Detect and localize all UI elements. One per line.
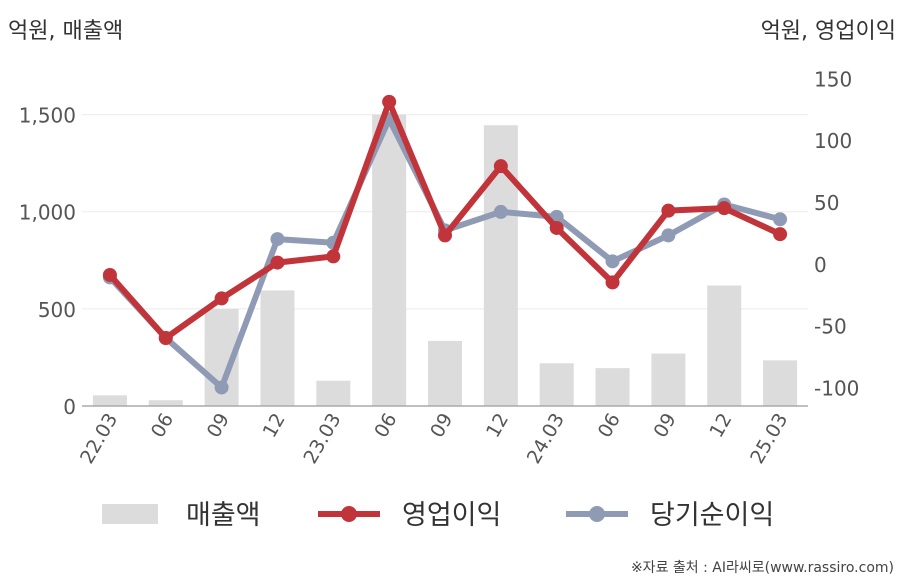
data-point xyxy=(326,249,341,264)
revenue-bar xyxy=(539,363,574,406)
x-tick-label: 09 xyxy=(426,410,457,442)
left-tick-label: 0 xyxy=(63,395,76,419)
series-line xyxy=(106,98,784,341)
right-tick-label: 0 xyxy=(814,253,827,277)
data-point xyxy=(773,212,788,227)
right-axis-ticks: -100 -50 0 50 100 150 xyxy=(814,67,859,400)
legend-swatch xyxy=(102,504,158,524)
right-tick-label: 100 xyxy=(814,129,852,153)
revenue-bar xyxy=(595,368,630,406)
x-axis-labels: 22.03 06 09 12 23.03 06 09 12 24.03 06 09 12 25.03 xyxy=(76,410,792,468)
x-tick-label: 06 xyxy=(147,410,178,442)
data-point xyxy=(438,228,452,243)
x-tick-label: 09 xyxy=(203,410,234,442)
legend-label: 영업이익 xyxy=(402,500,501,531)
right-tick-label: -100 xyxy=(814,376,859,400)
legend-item: 영업이익 xyxy=(318,500,501,531)
x-tick-label: 24.03 xyxy=(523,410,569,468)
revenue-bar xyxy=(148,400,183,406)
left-tick-label: 1,000 xyxy=(19,201,76,225)
revenue-bar xyxy=(707,285,742,406)
line-series-영업이익 xyxy=(102,94,788,345)
legend-marker xyxy=(341,506,357,522)
source-note: ※자료 출처 : AI라씨로(www.rassiro.com) xyxy=(631,560,894,576)
legend-label: 매출액 xyxy=(186,500,261,531)
right-tick-label: 50 xyxy=(814,191,839,215)
data-point xyxy=(605,254,620,269)
legend-item: 매출액 xyxy=(102,500,261,531)
data-point xyxy=(102,267,117,282)
x-tick-label: 06 xyxy=(594,410,625,442)
data-point xyxy=(661,203,676,218)
x-tick-label: 22.03 xyxy=(76,410,122,468)
right-tick-label: 150 xyxy=(814,67,852,91)
data-point xyxy=(717,201,732,216)
line-series xyxy=(102,94,788,395)
x-tick-label: 25.03 xyxy=(746,410,792,468)
revenue-bar xyxy=(372,114,407,407)
x-tick-label: 23.03 xyxy=(299,410,345,468)
left-axis-ticks: 0 500 1,000 1,500 xyxy=(19,104,76,419)
x-tick-label: 09 xyxy=(650,410,681,442)
revenue-bar xyxy=(763,360,798,406)
legend: 매출액 영업이익 당기순이익 xyxy=(102,500,774,531)
data-point xyxy=(549,220,564,235)
data-point xyxy=(493,204,508,219)
revenue-bar xyxy=(651,353,686,406)
data-point xyxy=(214,291,229,306)
bar-series-revenue xyxy=(92,114,798,407)
legend-item: 당기순이익 xyxy=(566,500,774,531)
left-tick-label: 1,500 xyxy=(19,104,76,128)
data-point xyxy=(270,232,285,247)
right-tick-label: -50 xyxy=(814,315,847,339)
data-point xyxy=(382,94,397,109)
revenue-bar xyxy=(92,395,127,406)
data-point xyxy=(214,380,229,395)
x-tick-label: 12 xyxy=(259,410,290,442)
data-point xyxy=(493,159,508,174)
x-tick-label: 06 xyxy=(370,410,401,442)
data-point xyxy=(270,255,285,270)
data-point xyxy=(605,275,620,290)
legend-label: 당기순이익 xyxy=(650,500,774,531)
left-axis-unit-label: 억원, 매출액 xyxy=(8,19,123,44)
data-point xyxy=(158,331,173,345)
revenue-bar xyxy=(428,340,462,406)
left-tick-label: 500 xyxy=(38,298,76,322)
right-axis-unit-label: 억원, 영업이익 xyxy=(761,19,896,44)
x-tick-label: 12 xyxy=(482,410,513,442)
data-point xyxy=(773,227,788,242)
legend-marker xyxy=(589,506,605,522)
x-tick-label: 12 xyxy=(705,410,736,442)
data-point xyxy=(661,228,676,243)
revenue-bar xyxy=(316,380,351,406)
revenue-bar xyxy=(260,290,295,406)
